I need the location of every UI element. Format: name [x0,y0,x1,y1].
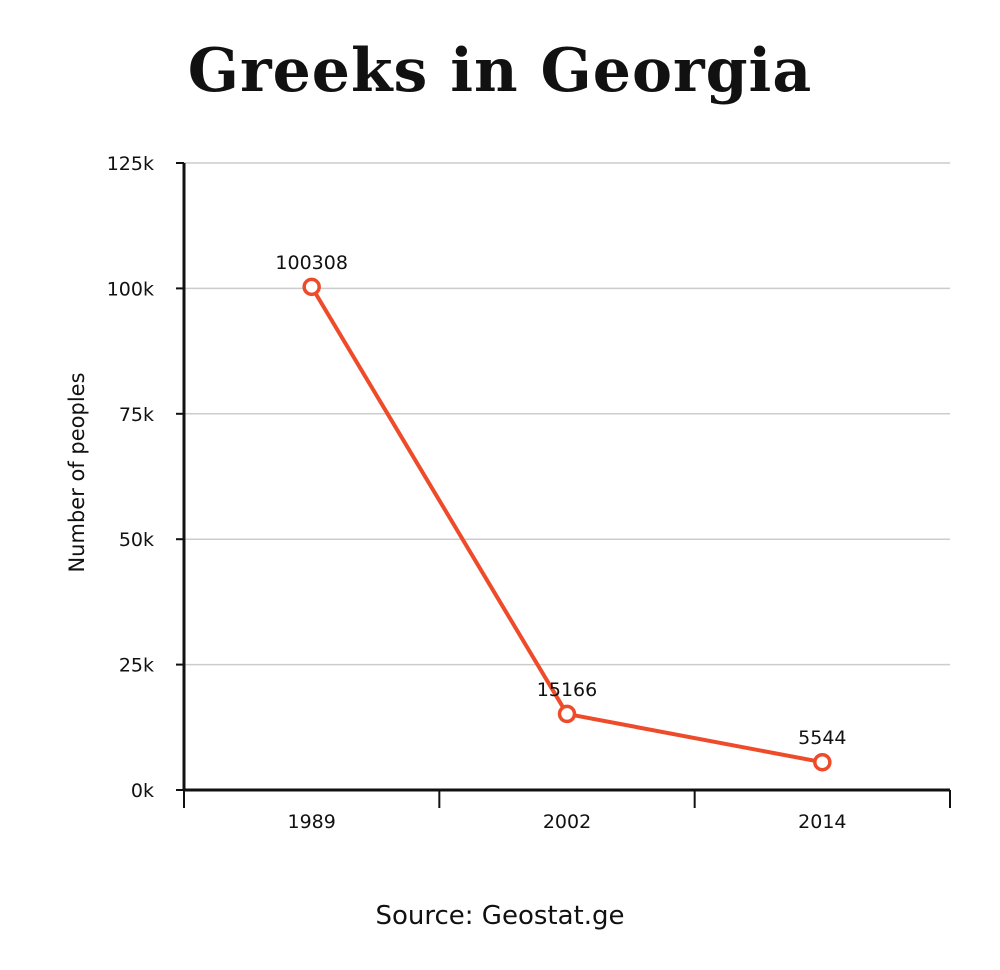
x-tick-label: 1989 [287,811,335,833]
y-tick-label: 50k [119,529,154,551]
axes [176,162,951,808]
y-tick-label: 25k [119,655,154,677]
data-label: 15166 [537,679,597,701]
x-tick-label: 2002 [543,811,591,833]
y-tick-label: 125k [107,153,154,175]
series [302,277,832,772]
labels: 0k 25k 50k 75k 100k 125k 1989 2002 2014 Number of… [65,153,847,833]
data-point [302,277,321,297]
y-axis-title: Number of peoples [65,372,89,572]
data-point [813,752,832,772]
grid-lines [184,162,950,666]
source-note: Source: Geostat.ge [375,901,625,931]
y-tick-label: 75k [119,404,154,426]
data-point [557,704,577,724]
data-label: 5544 [798,727,846,749]
chart-title: Greeks in Georgia [187,36,813,106]
data-label: 100308 [275,252,348,274]
y-tick-label: 0k [131,780,154,802]
x-tick-label: 2014 [798,811,846,833]
y-tick-label: 100k [107,278,154,300]
